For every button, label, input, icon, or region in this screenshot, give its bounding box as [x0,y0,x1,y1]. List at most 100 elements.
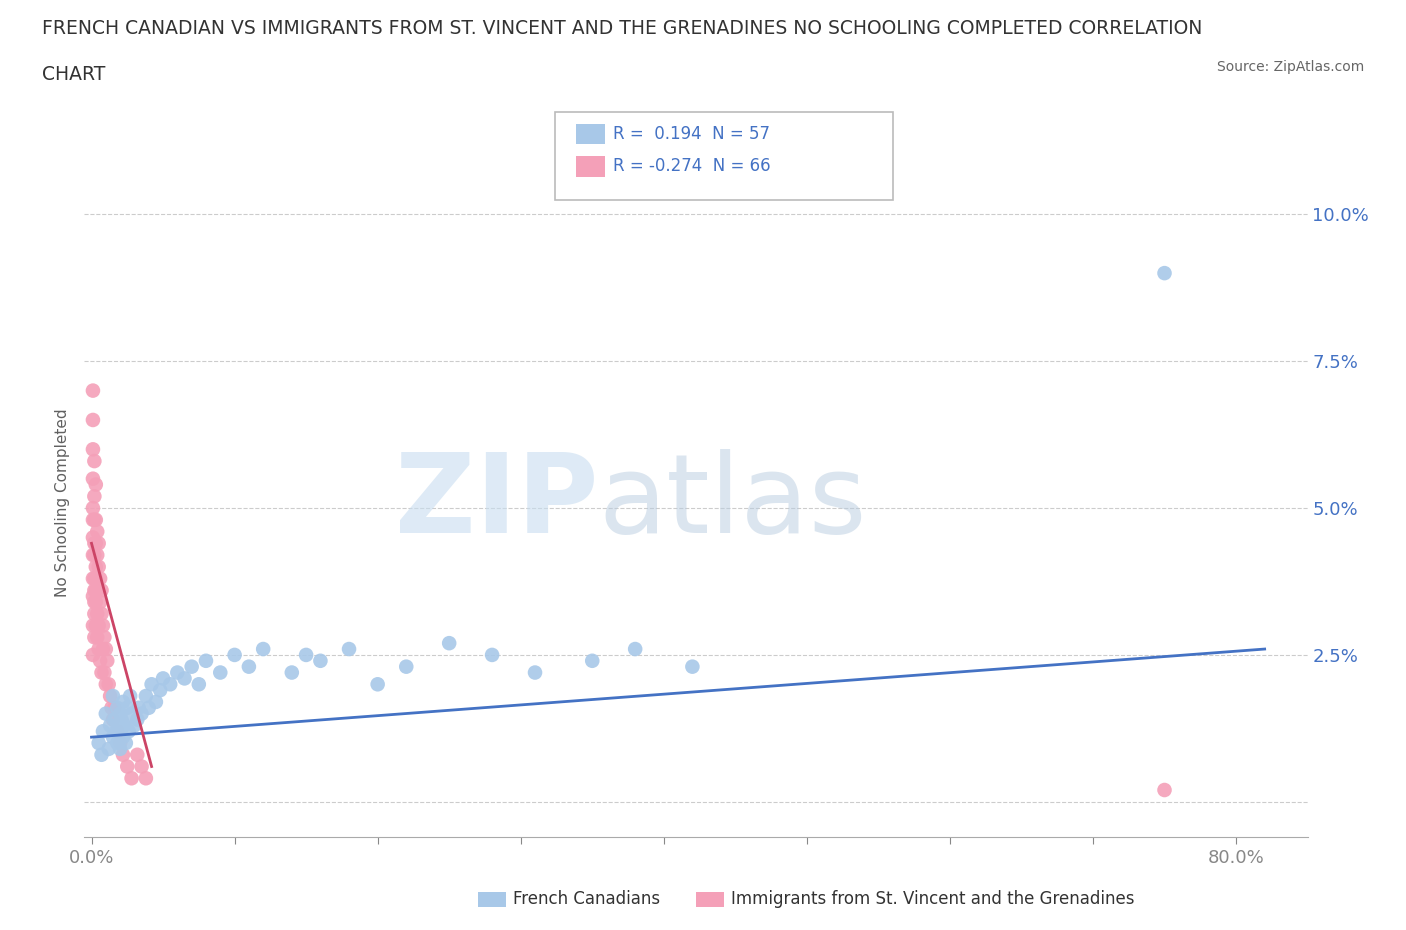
Point [83,454,105,469]
Point [138,700,160,715]
Point [84,594,107,609]
Point [105,724,128,738]
Point [1153,266,1175,281]
Point [82,589,104,604]
Point [83,594,105,609]
Point [82,413,104,428]
Point [108,706,131,721]
Point [83,630,105,644]
Point [131,759,153,774]
Point [89,594,111,609]
Point [141,677,163,692]
Point [624,642,647,657]
Point [107,718,129,733]
Point [82,618,104,633]
Point [90,665,112,680]
Point [91,618,114,633]
Text: French Canadians: French Canadians [513,890,661,909]
Point [395,659,418,674]
Point [481,647,503,662]
Point [437,636,460,651]
Point [83,583,105,598]
Point [127,748,149,763]
Point [83,536,105,551]
Point [82,530,104,545]
Point [337,642,360,657]
Point [84,571,107,586]
Point [87,618,110,633]
Point [159,677,181,692]
Point [94,677,117,692]
Point [145,695,167,710]
Text: ZIP: ZIP [395,448,598,556]
Text: CHART: CHART [42,65,105,84]
Point [581,654,603,669]
Point [173,671,195,685]
Text: Immigrants from St. Vincent and the Grenadines: Immigrants from St. Vincent and the Gren… [731,890,1135,909]
Point [121,706,143,721]
Point [108,736,131,751]
Text: R = -0.274  N = 66: R = -0.274 N = 66 [613,157,770,176]
Text: Source: ZipAtlas.com: Source: ZipAtlas.com [1216,60,1364,74]
Y-axis label: No Schooling Completed: No Schooling Completed [55,408,70,596]
Point [86,583,108,598]
Point [83,606,105,621]
Text: atlas: atlas [598,448,866,556]
Point [94,642,117,657]
Point [117,700,139,715]
Point [90,748,112,763]
Point [309,654,332,669]
Point [115,736,138,751]
Point [103,700,125,715]
Point [187,677,209,692]
Point [96,654,118,669]
Point [86,630,108,644]
Point [91,724,114,738]
Point [180,659,202,674]
Point [252,642,274,657]
Point [112,718,135,733]
Point [111,695,134,710]
Point [93,630,115,644]
Point [524,665,547,680]
Point [82,472,104,486]
Point [87,642,110,657]
Point [117,759,139,774]
Point [82,512,104,527]
Point [224,647,246,662]
Point [209,665,232,680]
Point [86,606,108,621]
Point [84,536,107,551]
Point [94,706,117,721]
Point [86,525,108,539]
Point [128,700,150,715]
Point [84,559,107,574]
Point [97,677,120,692]
Point [82,383,104,398]
Point [108,741,131,756]
Point [681,659,703,674]
Point [101,688,124,703]
Point [152,671,174,685]
Point [91,642,114,657]
Point [281,665,304,680]
Point [83,548,105,563]
Point [101,730,124,745]
Point [111,748,134,763]
Point [83,512,105,527]
Text: FRENCH CANADIAN VS IMMIGRANTS FROM ST. VINCENT AND THE GRENADINES NO SCHOOLING C: FRENCH CANADIAN VS IMMIGRANTS FROM ST. V… [42,19,1202,37]
Point [93,665,115,680]
Point [83,489,105,504]
Point [111,730,134,745]
Point [82,442,104,457]
Point [87,736,110,751]
Point [238,659,260,674]
Point [89,654,111,669]
Point [194,654,217,669]
Point [124,718,146,733]
Point [86,548,108,563]
Point [82,571,104,586]
Point [131,706,153,721]
Point [101,712,124,727]
Point [135,771,157,786]
